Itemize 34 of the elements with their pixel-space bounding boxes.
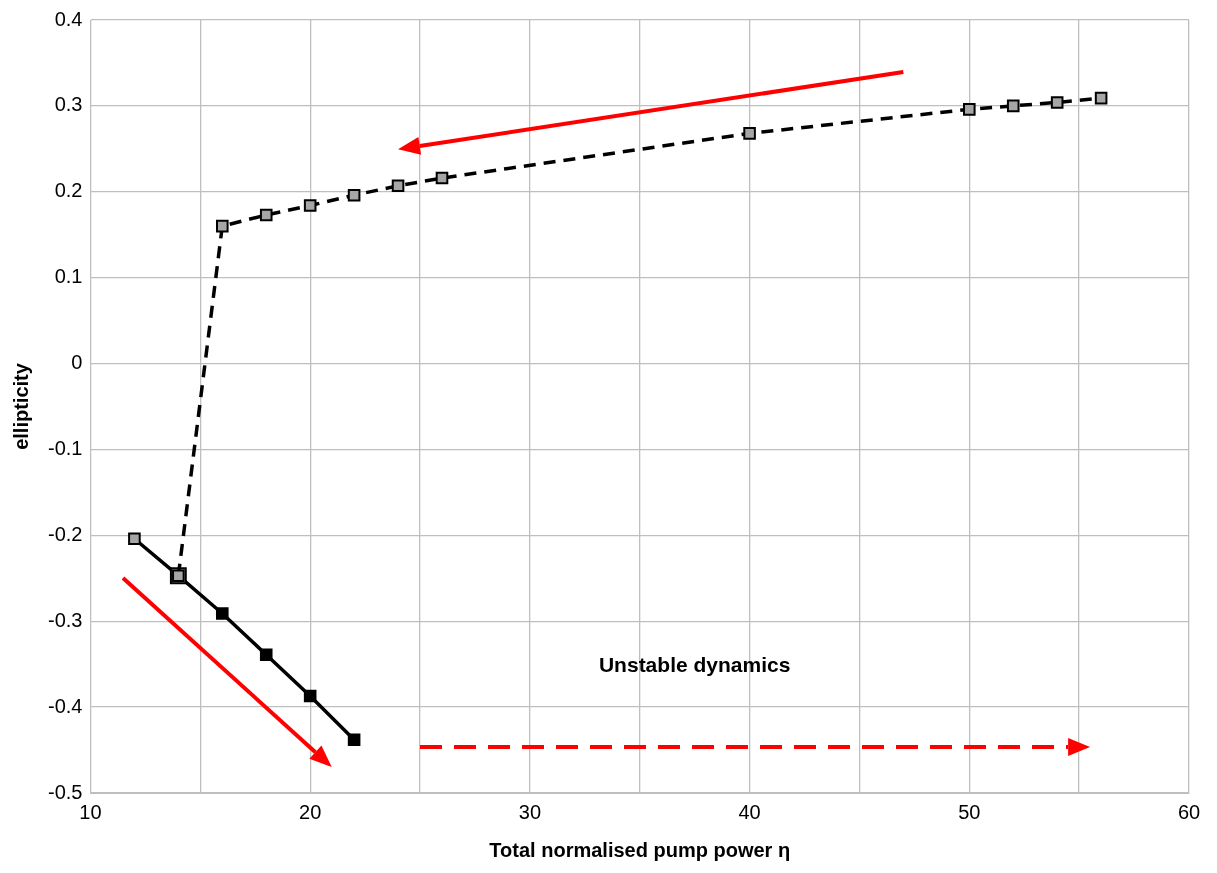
- point: [1050, 96, 1064, 109]
- y-tick-label: -0.3: [47, 608, 83, 631]
- annotation: Unstable dynamics: [598, 653, 791, 678]
- x-tick-label: 30: [518, 800, 541, 823]
- point: [962, 103, 976, 116]
- y-tick-label: -0.4: [47, 694, 83, 717]
- x-tick-label: 50: [958, 800, 981, 823]
- point: [303, 199, 317, 212]
- point: [303, 689, 317, 703]
- point: [1006, 99, 1020, 113]
- y-tick-label: 0.2: [54, 179, 83, 202]
- y-tick-label: -0.1: [47, 436, 83, 459]
- point: [215, 607, 229, 620]
- point: [743, 127, 756, 140]
- point: [259, 208, 273, 222]
- y-axis-title: ellipticity: [9, 362, 32, 450]
- point: [347, 733, 361, 747]
- x-axis-title: Total normalised pump power η: [489, 838, 791, 861]
- point: [259, 648, 273, 662]
- y-tick-label: 0: [71, 351, 83, 374]
- y-tick-label: 0.3: [54, 93, 83, 116]
- point: [215, 219, 229, 233]
- point: [347, 188, 361, 202]
- y-tick-label: -0.5: [47, 780, 83, 803]
- x-tick-label: 40: [738, 800, 761, 823]
- x-tick-label: 60: [1177, 800, 1201, 823]
- y-tick-label: -0.2: [47, 522, 83, 545]
- x-tick-label: 20: [299, 800, 322, 823]
- y-tick-label: 0.4: [54, 7, 83, 30]
- point: [1094, 91, 1108, 105]
- y-tick-label: 0.1: [54, 265, 83, 288]
- point: [435, 171, 449, 185]
- point: [391, 179, 405, 193]
- x-tick-label: 10: [79, 800, 102, 823]
